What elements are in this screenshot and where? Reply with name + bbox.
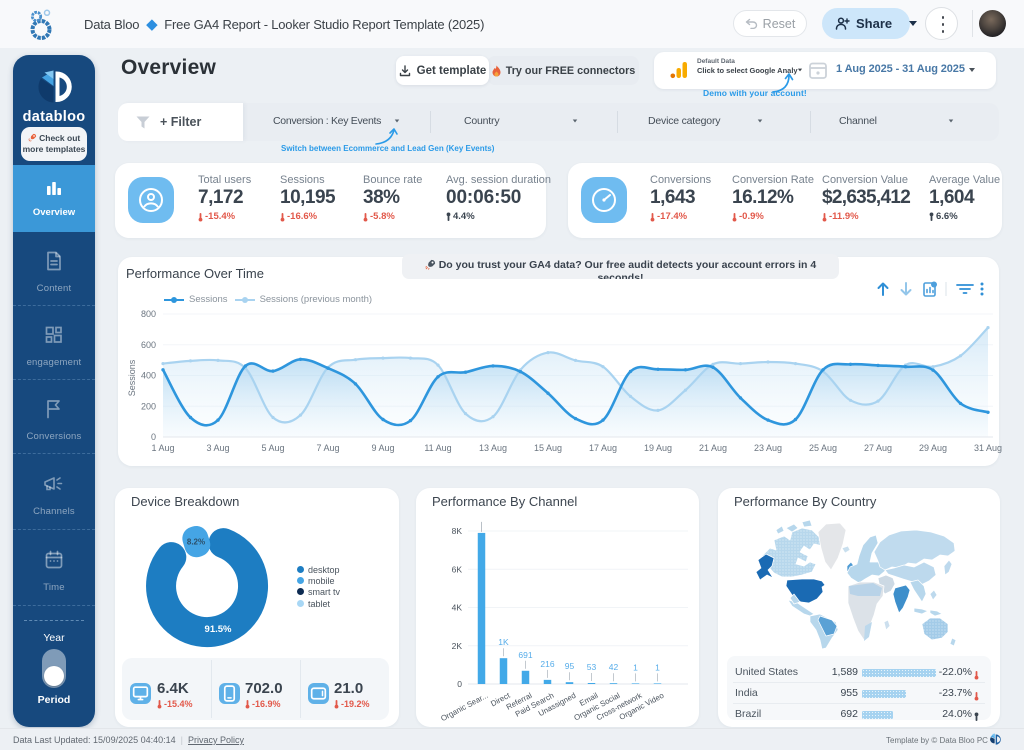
svg-text:9 Aug: 9 Aug (371, 443, 394, 453)
svg-text:17 Aug: 17 Aug (589, 443, 617, 453)
svg-text:400: 400 (141, 371, 156, 381)
svg-text:53: 53 (587, 662, 597, 672)
svg-text:600: 600 (141, 340, 156, 350)
svg-text:5 Aug: 5 Aug (261, 443, 284, 453)
svg-text:21 Aug: 21 Aug (699, 443, 727, 453)
svg-text:31 Aug: 31 Aug (974, 443, 1002, 453)
svg-text:42: 42 (609, 662, 619, 672)
svg-text:0: 0 (151, 432, 156, 442)
svg-text:15 Aug: 15 Aug (534, 443, 562, 453)
svg-text:25 Aug: 25 Aug (809, 443, 837, 453)
svg-text:200: 200 (141, 401, 156, 411)
svg-text:8K: 8K (452, 526, 463, 536)
svg-text:11 Aug: 11 Aug (424, 443, 451, 453)
svg-text:Organic Sear...: Organic Sear... (439, 691, 489, 723)
svg-text:Sessions: Sessions (127, 359, 137, 396)
svg-text:13 Aug: 13 Aug (479, 443, 507, 453)
svg-text:800: 800 (141, 309, 156, 319)
svg-text:691: 691 (518, 650, 532, 660)
svg-text:1: 1 (655, 662, 660, 672)
svg-text:23 Aug: 23 Aug (754, 443, 782, 453)
svg-text:2K: 2K (452, 641, 463, 651)
svg-text:3 Aug: 3 Aug (206, 443, 229, 453)
svg-text:7 Aug: 7 Aug (316, 443, 339, 453)
svg-text:1: 1 (633, 662, 638, 672)
svg-text:1K: 1K (498, 637, 509, 647)
svg-text:95: 95 (565, 661, 575, 671)
svg-text:6K: 6K (452, 564, 463, 574)
svg-text:216: 216 (540, 659, 554, 669)
svg-text:8.2%: 8.2% (187, 538, 205, 547)
svg-text:29 Aug: 29 Aug (919, 443, 947, 453)
svg-text:4K: 4K (452, 603, 463, 613)
svg-text:91.5%: 91.5% (205, 624, 232, 635)
svg-text:0: 0 (457, 679, 462, 689)
svg-text:1 Aug: 1 Aug (151, 443, 174, 453)
svg-text:27 Aug: 27 Aug (864, 443, 892, 453)
svg-text:19 Aug: 19 Aug (644, 443, 672, 453)
